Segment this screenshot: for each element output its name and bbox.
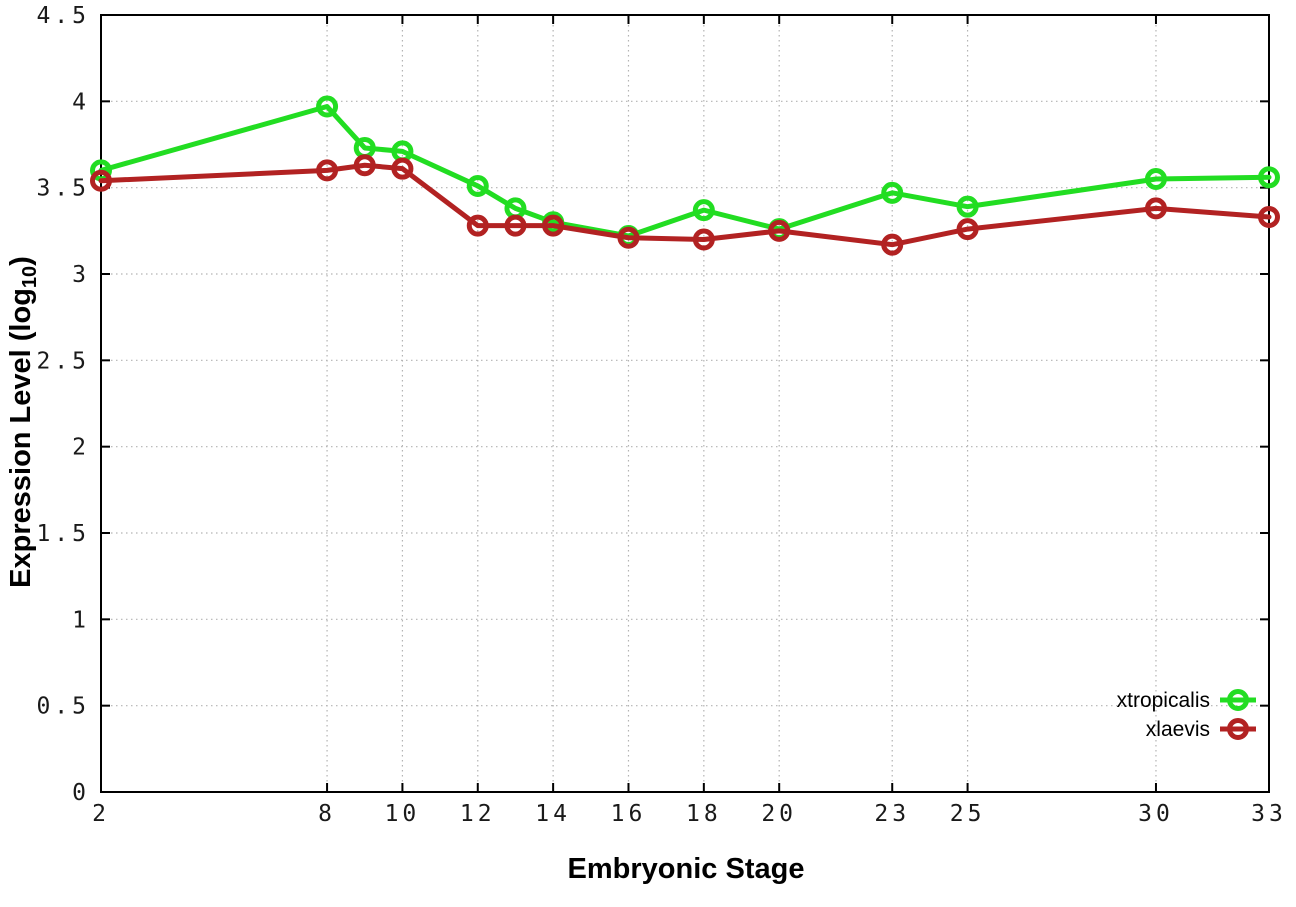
plot-area: 2 8 10 12 14 16 18 20 23 25 30 33 0 0.5 1 1.5 2 2.5 3 3.5 4 4…: [36, 3, 1287, 827]
data-point-xlaevis: [768, 219, 791, 242]
x-tick-label: 12: [460, 801, 496, 827]
x-tick-label: 8: [318, 801, 336, 827]
data-point-xlaevis: [617, 226, 640, 249]
y-tick-label: 2: [72, 435, 90, 461]
y-tick-label: 3: [72, 262, 90, 288]
data-point-xlaevis: [504, 214, 527, 237]
legend-label-xlaevis: xlaevis: [1146, 718, 1210, 741]
legend-item-xlaevis: xlaevis: [1146, 718, 1256, 741]
data-point-xlaevis: [542, 214, 565, 237]
x-axis-label: Embryonic Stage: [568, 853, 805, 885]
data-point-xtropicalis: [1144, 168, 1167, 191]
data-point-xlaevis: [466, 214, 489, 237]
x-tick-label: 10: [385, 801, 421, 827]
data-point-xlaevis: [881, 233, 904, 256]
data-point-xtropicalis: [692, 199, 715, 222]
x-tick-label: 20: [761, 801, 797, 827]
y-axis-label: Expression Level (log10): [5, 256, 41, 588]
data-point-xlaevis: [692, 228, 715, 251]
y-tick-label: 0.5: [36, 694, 90, 720]
data-point-xtropicalis: [316, 95, 339, 118]
x-tick-label: 2: [92, 801, 110, 827]
data-point-xlaevis: [956, 218, 979, 241]
x-tick-label: 25: [950, 801, 986, 827]
y-tick-label: 1: [72, 607, 90, 633]
y-tick-label: 3.5: [36, 176, 90, 202]
legend-sample-marker-xlaevis: [1227, 718, 1249, 740]
data-point-xlaevis: [1144, 197, 1167, 220]
data-point-xlaevis: [391, 157, 414, 180]
x-tick-label: 23: [874, 801, 910, 827]
legend: xtropicalis xlaevis: [1117, 689, 1256, 741]
data-point-xlaevis: [353, 154, 376, 177]
data-point-xlaevis: [1258, 206, 1280, 229]
x-tick-label: 14: [535, 801, 571, 827]
data-point-xtropicalis: [881, 181, 904, 204]
data-point-xlaevis: [316, 159, 339, 182]
data-point-xlaevis: [90, 169, 112, 192]
x-tick-label: 30: [1138, 801, 1174, 827]
y-tick-label: 0: [72, 780, 90, 806]
y-tick-label: 2.5: [36, 348, 90, 374]
legend-label-xtropicalis: xtropicalis: [1117, 689, 1210, 712]
y-tick-label: 4.5: [36, 3, 90, 29]
data-point-xtropicalis: [466, 174, 489, 197]
data-point-xtropicalis: [1258, 166, 1280, 189]
data-point-xtropicalis: [956, 195, 979, 218]
x-tick-label: 16: [611, 801, 647, 827]
series-line-xlaevis: [98, 162, 1272, 248]
x-tick-label: 33: [1251, 801, 1287, 827]
legend-sample-marker-xtropicalis: [1227, 689, 1249, 711]
x-tick-label: 18: [686, 801, 722, 827]
plot-border: [100, 14, 1270, 793]
y-tick-label: 4: [72, 89, 90, 115]
legend-item-xtropicalis: xtropicalis: [1117, 689, 1256, 712]
y-tick-label: 1.5: [36, 521, 90, 547]
